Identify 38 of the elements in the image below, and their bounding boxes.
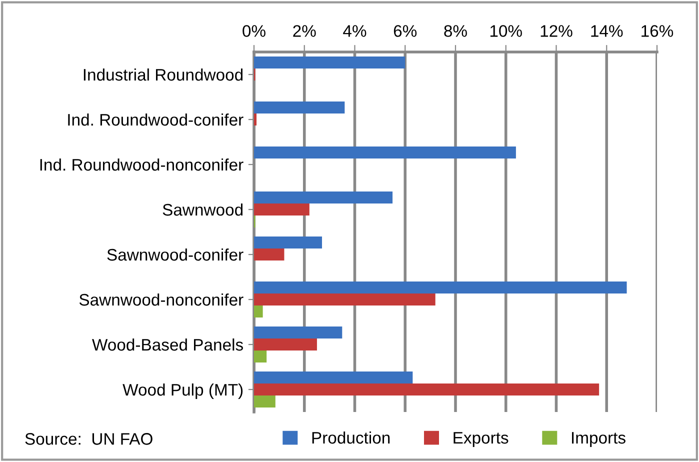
bar [254,204,310,216]
bar [254,384,600,396]
bar [254,396,276,408]
x-tick-label: 10% [490,25,522,37]
y-tick-label: Industrial Roundwood [84,68,243,81]
x-tick-label: 14% [591,25,623,37]
y-tick-label: Ind. Roundwood-nonconifer [40,158,244,171]
y-tick-label: Sawnwood-nonconifer [79,293,244,306]
bar [254,248,284,260]
source-note: Source: UN FAO [25,433,152,445]
bar [254,338,317,350]
x-tick-label: 4% [343,25,366,37]
bar [254,372,413,384]
x-tick-label: 16% [642,25,674,37]
y-tick-label: Wood-Based Panels [92,338,243,351]
legend-label: Imports [572,432,626,447]
bar [254,146,516,158]
bar [254,192,393,204]
legend-label: Exports [454,432,508,447]
bar [254,294,436,306]
bar [254,350,267,362]
bar [254,282,627,294]
bar [254,326,342,338]
x-tick-label: 0% [242,25,266,37]
bar [254,306,263,318]
bar [254,102,345,114]
x-tick-label: 6% [394,25,417,37]
legend-label: Production [312,431,390,444]
y-tick-label: Ind. Roundwood-conifer [68,113,244,126]
x-tick-label: 12% [540,25,572,37]
bar [254,236,322,248]
bar [254,114,257,126]
y-tick-label: Wood Pulp (MT) [122,383,243,399]
x-tick-label: 2% [293,25,316,37]
bar [254,56,406,68]
x-tick-label: 8% [444,25,467,37]
y-tick-label: Sawnwood-conifer [107,248,244,261]
y-tick-label: Sawnwood [162,203,243,216]
